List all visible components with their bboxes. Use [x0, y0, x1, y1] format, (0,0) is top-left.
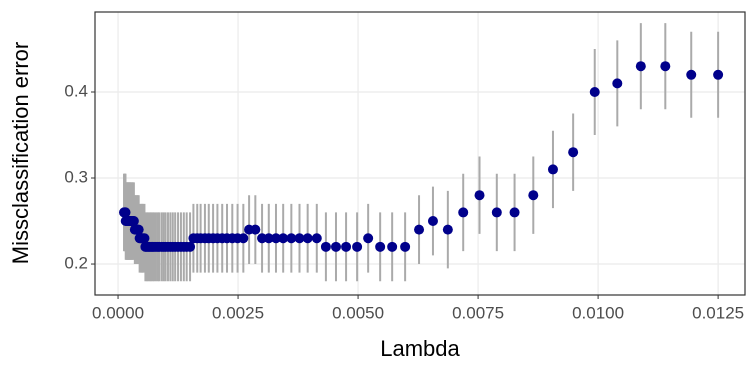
point — [302, 233, 313, 244]
point — [589, 86, 600, 97]
y-axis-title: Missclassification error — [8, 42, 33, 265]
y-tick-label: 0.2 — [64, 254, 88, 273]
point — [286, 233, 297, 244]
point — [387, 241, 398, 252]
point — [134, 233, 145, 244]
x-tick-label: 0.0075 — [452, 303, 504, 322]
y-tick-label: 0.4 — [64, 81, 88, 100]
point — [294, 233, 305, 244]
point — [400, 241, 411, 252]
point — [140, 241, 151, 252]
point — [278, 233, 289, 244]
x-tick-label: 0.0050 — [332, 303, 384, 322]
y-tick-label: 0.3 — [64, 167, 88, 186]
point — [414, 224, 425, 235]
point — [568, 147, 579, 158]
point — [330, 241, 341, 252]
x-tick-label: 0.0000 — [92, 303, 144, 322]
point — [120, 216, 131, 227]
point — [528, 190, 539, 201]
x-tick-label: 0.0100 — [572, 303, 624, 322]
point — [363, 233, 374, 244]
point — [509, 207, 520, 218]
point — [491, 207, 502, 218]
point — [257, 233, 268, 244]
point — [129, 224, 140, 235]
point — [320, 241, 331, 252]
point — [547, 164, 558, 175]
point — [427, 216, 438, 227]
point — [612, 78, 623, 89]
marks — [119, 23, 724, 282]
panel-border — [94, 11, 746, 296]
point — [686, 69, 697, 80]
point — [311, 233, 322, 244]
grid — [95, 12, 745, 295]
point — [713, 69, 724, 80]
x-tick-label: 0.0125 — [692, 303, 744, 322]
point — [474, 190, 485, 201]
point — [635, 61, 646, 72]
point — [119, 207, 130, 218]
x-axis-title: Lambda — [380, 336, 460, 361]
point — [341, 241, 352, 252]
point — [352, 241, 363, 252]
point — [244, 224, 255, 235]
point — [270, 233, 281, 244]
point — [375, 241, 386, 252]
point — [188, 233, 199, 244]
point — [442, 224, 453, 235]
point — [458, 207, 469, 218]
x-tick-label: 0.0025 — [212, 303, 264, 322]
point — [660, 61, 671, 72]
